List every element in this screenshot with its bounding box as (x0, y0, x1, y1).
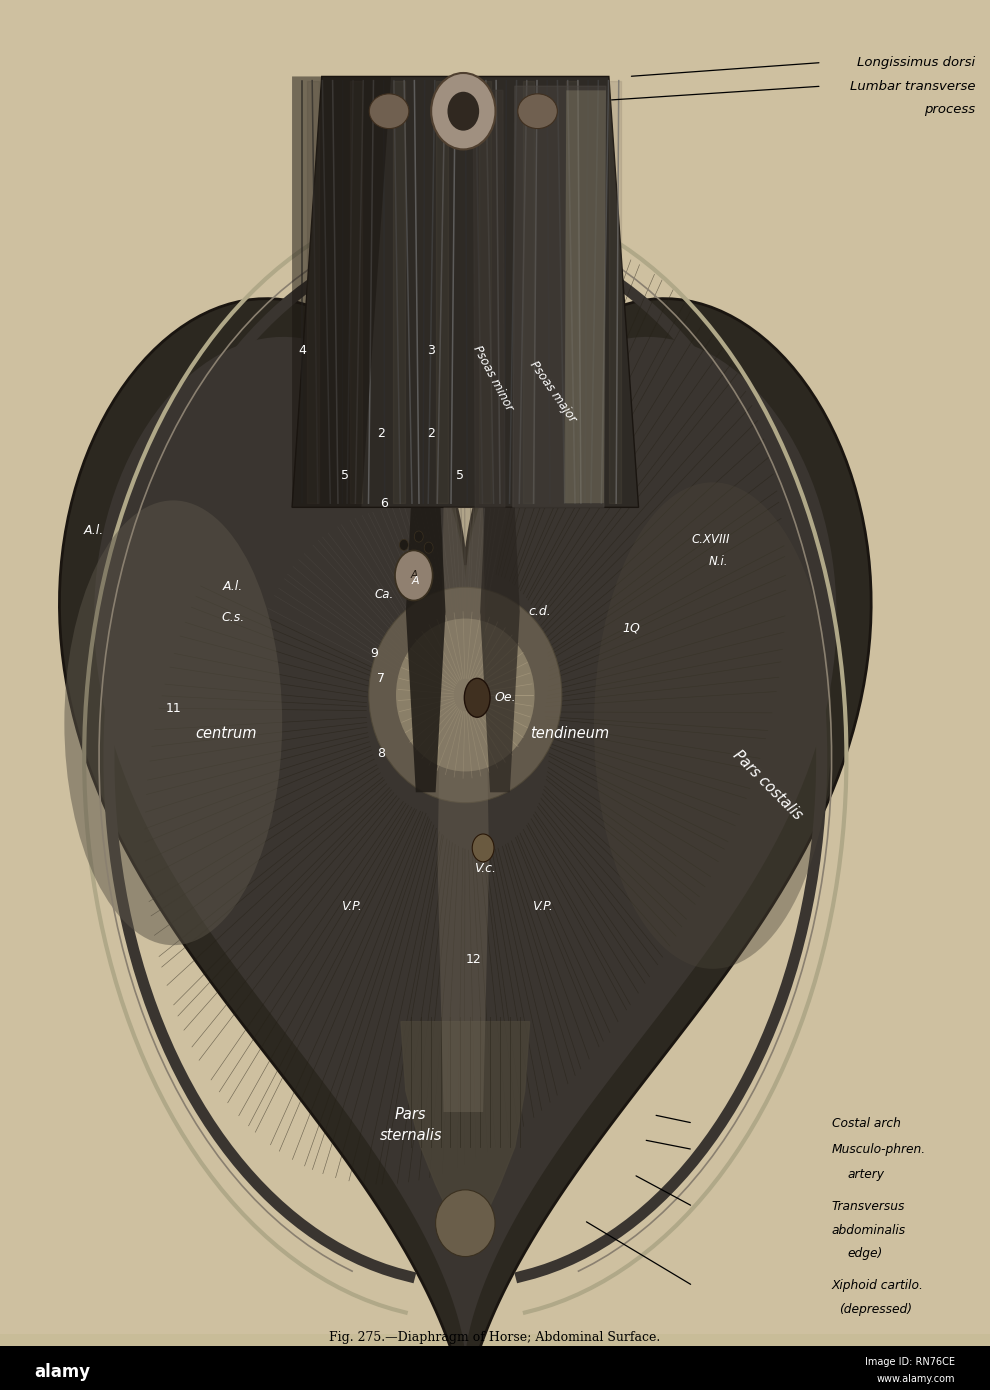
Bar (0, 1346, 990, 1390)
Text: Ca.: Ca. (374, 588, 394, 602)
Text: 5: 5 (456, 468, 464, 482)
Text: 3: 3 (427, 343, 435, 357)
Text: Pars costalis: Pars costalis (730, 748, 805, 823)
Text: Musculo-phren.: Musculo-phren. (832, 1143, 926, 1156)
Polygon shape (292, 76, 639, 507)
Polygon shape (564, 90, 606, 503)
Ellipse shape (396, 619, 535, 771)
Polygon shape (438, 507, 489, 1112)
Text: Longissimus dorsi: Longissimus dorsi (857, 56, 975, 70)
Text: Transversus: Transversus (832, 1200, 905, 1213)
Text: V.P.: V.P. (341, 899, 362, 913)
Ellipse shape (464, 678, 490, 717)
Polygon shape (401, 1022, 530, 1230)
Text: 9: 9 (370, 646, 378, 660)
Ellipse shape (594, 482, 832, 969)
Text: Psoas major: Psoas major (527, 359, 578, 425)
Ellipse shape (414, 531, 424, 542)
Polygon shape (473, 90, 505, 507)
Text: Fig. 275.—Diaphragm of Horse; Abdominal Surface.: Fig. 275.—Diaphragm of Horse; Abdominal … (330, 1330, 660, 1344)
Ellipse shape (425, 542, 434, 553)
Polygon shape (59, 299, 871, 1390)
Polygon shape (480, 507, 520, 792)
Text: www.alamy.com: www.alamy.com (877, 1373, 955, 1384)
Ellipse shape (447, 92, 479, 131)
Text: 6: 6 (380, 496, 388, 510)
Text: A: A (410, 570, 418, 581)
Text: tendineum: tendineum (530, 727, 609, 741)
Text: 1Q: 1Q (623, 621, 641, 635)
Text: Lumbar transverse: Lumbar transverse (849, 79, 975, 93)
Ellipse shape (399, 539, 408, 550)
Polygon shape (406, 507, 446, 792)
Text: C.s.: C.s. (221, 610, 245, 624)
Polygon shape (292, 76, 391, 507)
Ellipse shape (518, 93, 557, 129)
Text: abdominalis: abdominalis (832, 1223, 906, 1237)
Text: Oe.: Oe. (494, 691, 516, 705)
Text: c.d.: c.d. (529, 605, 550, 619)
Text: 7: 7 (377, 671, 385, 685)
Text: A.l.: A.l. (84, 524, 104, 538)
Text: Xiphoid cartilo.: Xiphoid cartilo. (832, 1279, 924, 1293)
Text: 8: 8 (377, 746, 385, 760)
Text: 4: 4 (298, 343, 306, 357)
Ellipse shape (432, 74, 496, 149)
Ellipse shape (395, 550, 433, 600)
Text: process: process (924, 103, 975, 117)
Text: alamy: alamy (35, 1364, 91, 1380)
Text: Psoas minor: Psoas minor (470, 343, 516, 413)
Text: centrum: centrum (195, 727, 256, 741)
Text: 12: 12 (465, 952, 481, 966)
Text: Image ID: RN76CE: Image ID: RN76CE (865, 1357, 955, 1368)
Polygon shape (513, 86, 606, 507)
Ellipse shape (368, 588, 561, 803)
Text: A.l.: A.l. (223, 580, 243, 594)
Ellipse shape (369, 93, 409, 129)
Text: V.P.: V.P. (532, 899, 553, 913)
Text: V.c.: V.c. (474, 862, 496, 876)
Text: artery: artery (847, 1168, 884, 1182)
Text: 11: 11 (165, 702, 181, 716)
Text: A: A (412, 575, 420, 587)
Ellipse shape (436, 1190, 495, 1257)
Ellipse shape (472, 834, 494, 862)
Text: 5: 5 (341, 468, 348, 482)
Text: N.i.: N.i. (709, 555, 729, 569)
Text: Costal arch: Costal arch (832, 1116, 901, 1130)
Polygon shape (94, 336, 837, 1357)
Text: edge): edge) (847, 1247, 883, 1261)
Text: 2: 2 (377, 427, 385, 441)
Text: sternalis: sternalis (379, 1129, 443, 1143)
Ellipse shape (64, 500, 282, 945)
Text: (depressed): (depressed) (840, 1302, 913, 1316)
Text: Pars: Pars (395, 1108, 427, 1122)
Text: C.XVIII: C.XVIII (692, 532, 730, 546)
Text: 2: 2 (427, 427, 435, 441)
